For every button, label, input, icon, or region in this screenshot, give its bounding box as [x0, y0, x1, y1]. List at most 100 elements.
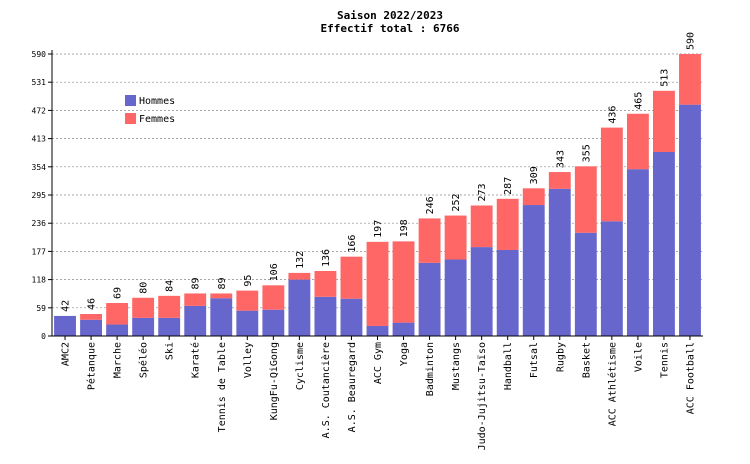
bar-hommes: [132, 317, 155, 336]
total-label: 46: [87, 298, 98, 310]
total-label: 136: [321, 249, 332, 267]
bar-femmes: [600, 127, 623, 222]
bar-hommes: [626, 169, 649, 336]
legend-swatch-hommes: [125, 95, 136, 106]
category-label: KungFu-QiGong: [269, 342, 280, 420]
total-label: 198: [399, 219, 410, 237]
bar-hommes: [548, 188, 571, 336]
total-label: 513: [659, 69, 670, 87]
total-label: 287: [503, 177, 514, 195]
category-label: Cyclisme: [295, 342, 306, 390]
bar-femmes: [210, 293, 233, 299]
bar-hommes: [288, 279, 311, 336]
bar-femmes: [574, 166, 597, 233]
bar-hommes: [80, 319, 102, 336]
total-label: 436: [607, 106, 618, 124]
y-tick-label: 236: [32, 219, 47, 228]
category-label: Ski: [165, 342, 176, 360]
category-label: Rugby: [555, 342, 566, 372]
category-label: Judo-Jujitsu-Taïso: [477, 342, 488, 450]
total-label: 69: [113, 287, 124, 299]
bar-femmes: [340, 256, 363, 299]
total-label: 42: [61, 300, 72, 312]
category-label: Badminton: [425, 342, 436, 396]
category-label: Handball: [503, 342, 514, 390]
bar-hommes: [522, 205, 545, 336]
bar-femmes: [288, 272, 311, 280]
legend-label-femmes: Femmes: [139, 114, 175, 125]
bar-hommes: [653, 151, 675, 336]
category-label: Voile: [633, 342, 644, 372]
bar-femmes: [626, 113, 649, 170]
bar-hommes: [366, 325, 389, 336]
bar-femmes: [548, 172, 571, 189]
category-label: ACC Athlétisme: [606, 342, 618, 426]
bar-hommes: [600, 221, 623, 336]
category-label: AMC2: [61, 342, 72, 366]
total-label: 106: [269, 263, 280, 281]
bar-femmes: [418, 218, 441, 263]
total-label: 590: [685, 32, 696, 50]
bar-femmes: [132, 297, 155, 318]
bar-hommes: [314, 296, 337, 336]
bar-hommes: [496, 249, 519, 336]
category-label: Basket: [581, 342, 592, 378]
category-label: Tennis de Table: [217, 342, 228, 432]
category-label: ACC Gym: [373, 342, 384, 384]
y-tick-label: 118: [32, 276, 47, 285]
total-label: 197: [373, 220, 384, 238]
category-label: Mustangs: [451, 342, 462, 390]
y-tick-label: 413: [32, 135, 47, 144]
bar-hommes: [262, 309, 285, 336]
chart-title: Saison 2022/2023: [337, 9, 443, 22]
bar-femmes: [522, 188, 545, 206]
total-label: 273: [477, 183, 488, 201]
category-label: ACC Football: [685, 342, 696, 414]
bar-femmes: [262, 285, 285, 310]
y-tick-label: 295: [32, 191, 47, 200]
category-label: Spéléo: [138, 342, 150, 378]
bar-femmes: [444, 215, 467, 260]
bar-hommes: [54, 315, 76, 336]
bar-femmes: [653, 90, 675, 152]
category-label: Volley: [243, 342, 254, 378]
bar-femmes: [392, 241, 415, 323]
chart-subtitle: Effectif total : 6766: [320, 22, 459, 35]
total-label: 80: [139, 282, 150, 294]
total-label: 132: [295, 251, 306, 269]
bar-femmes: [679, 54, 701, 105]
bar-femmes: [470, 205, 493, 248]
bar-hommes: [574, 232, 597, 336]
bar-hommes: [158, 317, 181, 336]
legend-label-hommes: Hommes: [139, 96, 175, 107]
category-label: Karaté: [190, 342, 202, 378]
total-label: 355: [581, 144, 592, 162]
category-label: A.S. Beauregard: [347, 342, 358, 432]
y-tick-label: 177: [32, 247, 47, 256]
bar-hommes: [210, 298, 233, 336]
bar-hommes: [106, 324, 129, 336]
bar-femmes: [314, 270, 337, 297]
legend-swatch-femmes: [125, 113, 136, 124]
y-tick-label: 354: [32, 163, 47, 172]
category-label: Yoga: [399, 342, 410, 366]
bar-femmes: [184, 293, 207, 306]
bar-hommes: [340, 298, 363, 336]
bar-femmes: [366, 241, 389, 326]
bar-hommes: [184, 305, 207, 336]
y-tick-label: 0: [41, 332, 46, 341]
bar-femmes: [80, 314, 102, 320]
bar-hommes: [470, 247, 493, 336]
axes: 0 59 118 177 236 295 354 413 472 531 590 AMC2 Pétanq…: [32, 50, 703, 450]
bar-femmes: [496, 198, 519, 250]
y-tick-label: 59: [36, 304, 46, 313]
bar-hommes: [444, 259, 467, 336]
bar-hommes: [679, 104, 701, 337]
category-label: A.S. Coutancière: [320, 342, 332, 438]
total-label: 95: [243, 275, 254, 287]
total-label: 465: [633, 92, 644, 110]
total-label: 166: [347, 235, 358, 253]
bar-hommes: [236, 310, 259, 336]
total-label: 246: [425, 196, 436, 214]
